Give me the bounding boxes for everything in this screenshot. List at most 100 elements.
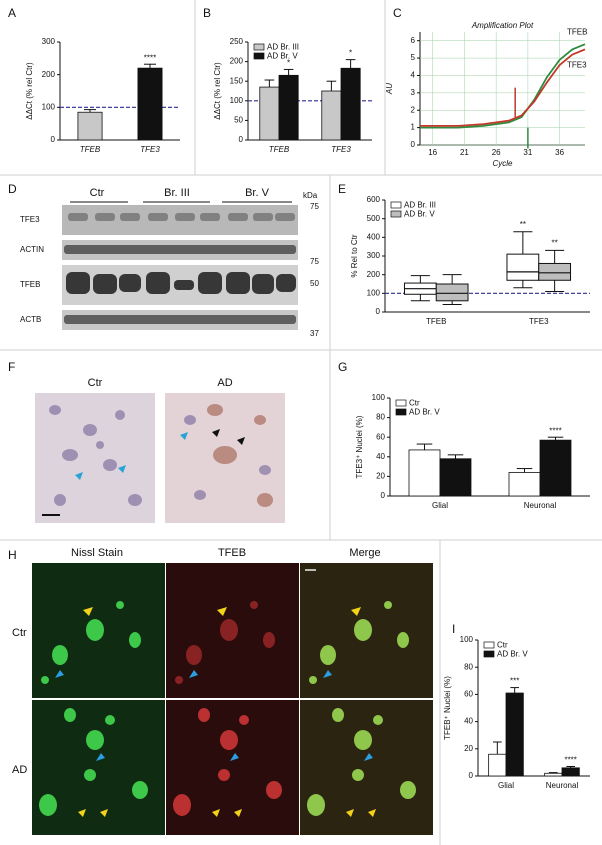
bar: [508, 472, 541, 497]
y-tick-label: 0: [381, 491, 386, 500]
y-tick-label: 300: [42, 37, 56, 46]
x-tick-label: 16: [428, 148, 437, 157]
y-tick-label: 60: [376, 432, 385, 441]
legend-label: Ctr: [409, 399, 420, 408]
blot-marker: 50: [310, 279, 319, 288]
chart-title: Amplification Plot: [471, 21, 534, 30]
y-tick-label: 80: [464, 662, 473, 671]
panel-label: D: [8, 182, 17, 196]
y-tick-label: 20: [464, 744, 473, 753]
x-tick-label: Glial: [498, 781, 514, 790]
legend-swatch: [253, 43, 265, 51]
bar: [439, 458, 472, 497]
legend-label: AD Br. V: [409, 408, 440, 417]
bar: [561, 767, 580, 777]
y-axis-label: AU: [385, 83, 394, 95]
significance-label: ****: [549, 426, 561, 435]
y-tick-label: 100: [230, 96, 244, 105]
y-tick-label: 3: [411, 88, 416, 97]
y-tick-label: 80: [376, 413, 385, 422]
y-tick-label: 2: [411, 105, 416, 114]
panel-label: I: [452, 622, 455, 636]
x-tick-label: 21: [460, 148, 469, 157]
panel-label: G: [338, 360, 347, 374]
legend-label: AD Br. V: [267, 52, 298, 61]
fluorescence-row: AD: [12, 764, 27, 776]
fluorescence-column: Merge: [349, 547, 380, 559]
y-tick-label: 0: [376, 307, 381, 316]
significance-label: **: [520, 220, 526, 229]
bar: [488, 753, 507, 777]
y-tick-label: 200: [367, 270, 381, 279]
histology: Ctr AD: [35, 377, 285, 523]
y-tick-label: 20: [376, 472, 385, 481]
y-axis-label: ΔΔCt (% rel Ctr): [25, 62, 34, 120]
panel-label: H: [8, 548, 17, 562]
y-tick-label: 60: [464, 690, 473, 699]
legend-label: Ctr: [497, 641, 508, 650]
y-tick-label: 50: [234, 116, 243, 125]
y-tick-label: 200: [230, 57, 244, 66]
blot-group: Br. III: [164, 187, 190, 199]
legend-label: AD Br. V: [497, 650, 528, 659]
box: [506, 253, 540, 281]
y-tick-label: 6: [411, 36, 416, 45]
legend-swatch: [483, 641, 495, 649]
y-tick-label: 0: [239, 135, 244, 144]
y-axis-label: TFEB⁺ Nuclei (%): [443, 676, 452, 740]
y-tick-label: 100: [460, 635, 474, 644]
y-tick-label: 300: [367, 251, 381, 260]
histology-label: Ctr: [88, 377, 103, 389]
bar: [77, 111, 103, 141]
line: [420, 43, 586, 129]
bar: [321, 90, 342, 141]
x-tick-label: TFE3: [529, 317, 549, 326]
blot-unit: kDa: [303, 191, 318, 200]
series-label: TFEB: [567, 27, 587, 36]
y-tick-label: 100: [42, 102, 56, 111]
legend-swatch: [390, 201, 402, 209]
blot-group: Ctr: [90, 187, 105, 199]
significance-label: *: [287, 59, 290, 68]
legend-swatch: [395, 408, 407, 416]
series-label: TFE3: [567, 60, 587, 69]
bar: [539, 439, 572, 497]
legend-swatch: [390, 210, 402, 218]
y-tick-label: 250: [230, 37, 244, 46]
panel-label: A: [8, 6, 16, 20]
y-tick-label: 150: [230, 76, 244, 85]
bar: [544, 772, 563, 777]
x-tick-label: TFEB: [426, 317, 446, 326]
panel-label: C: [393, 6, 402, 20]
box: [538, 262, 572, 281]
y-tick-label: 100: [367, 288, 381, 297]
x-tick-label: 31: [523, 148, 532, 157]
panel-label: B: [203, 6, 211, 20]
significance-label: ****: [564, 756, 576, 765]
legend-swatch: [395, 399, 407, 407]
blot-group: Br. V: [245, 187, 270, 199]
western-blot: Ctr Br. III Br. V kDa TFE3 ACTIN TFEB AC…: [20, 187, 319, 338]
y-tick-label: 40: [376, 452, 385, 461]
x-tick-label: TFEB: [80, 145, 101, 154]
legend-swatch: [253, 52, 265, 60]
significance-label: ****: [144, 53, 156, 62]
panel-label: E: [338, 182, 346, 196]
bar: [278, 74, 299, 141]
y-tick-label: 600: [367, 195, 381, 204]
x-tick-label: TFEB: [269, 145, 290, 154]
significance-label: *: [349, 49, 352, 58]
y-tick-label: 4: [411, 71, 416, 80]
significance-label: **: [552, 239, 558, 248]
fluorescence: Nissl Stain TFEB Merge Ctr AD: [12, 547, 433, 835]
x-tick-label: Neuronal: [546, 781, 579, 790]
y-axis-label: % Rel to Ctr: [350, 234, 359, 277]
x-tick-label: 36: [555, 148, 564, 157]
y-axis-label: TFE3⁺ Nuclei (%): [355, 415, 364, 478]
blot-row-label: TFEB: [20, 280, 40, 289]
panel-label: F: [8, 360, 15, 374]
x-tick-label: TFE3: [331, 145, 351, 154]
blot-row-label: TFE3: [20, 215, 40, 224]
x-tick-label: Glial: [432, 501, 448, 510]
line: [420, 48, 586, 127]
